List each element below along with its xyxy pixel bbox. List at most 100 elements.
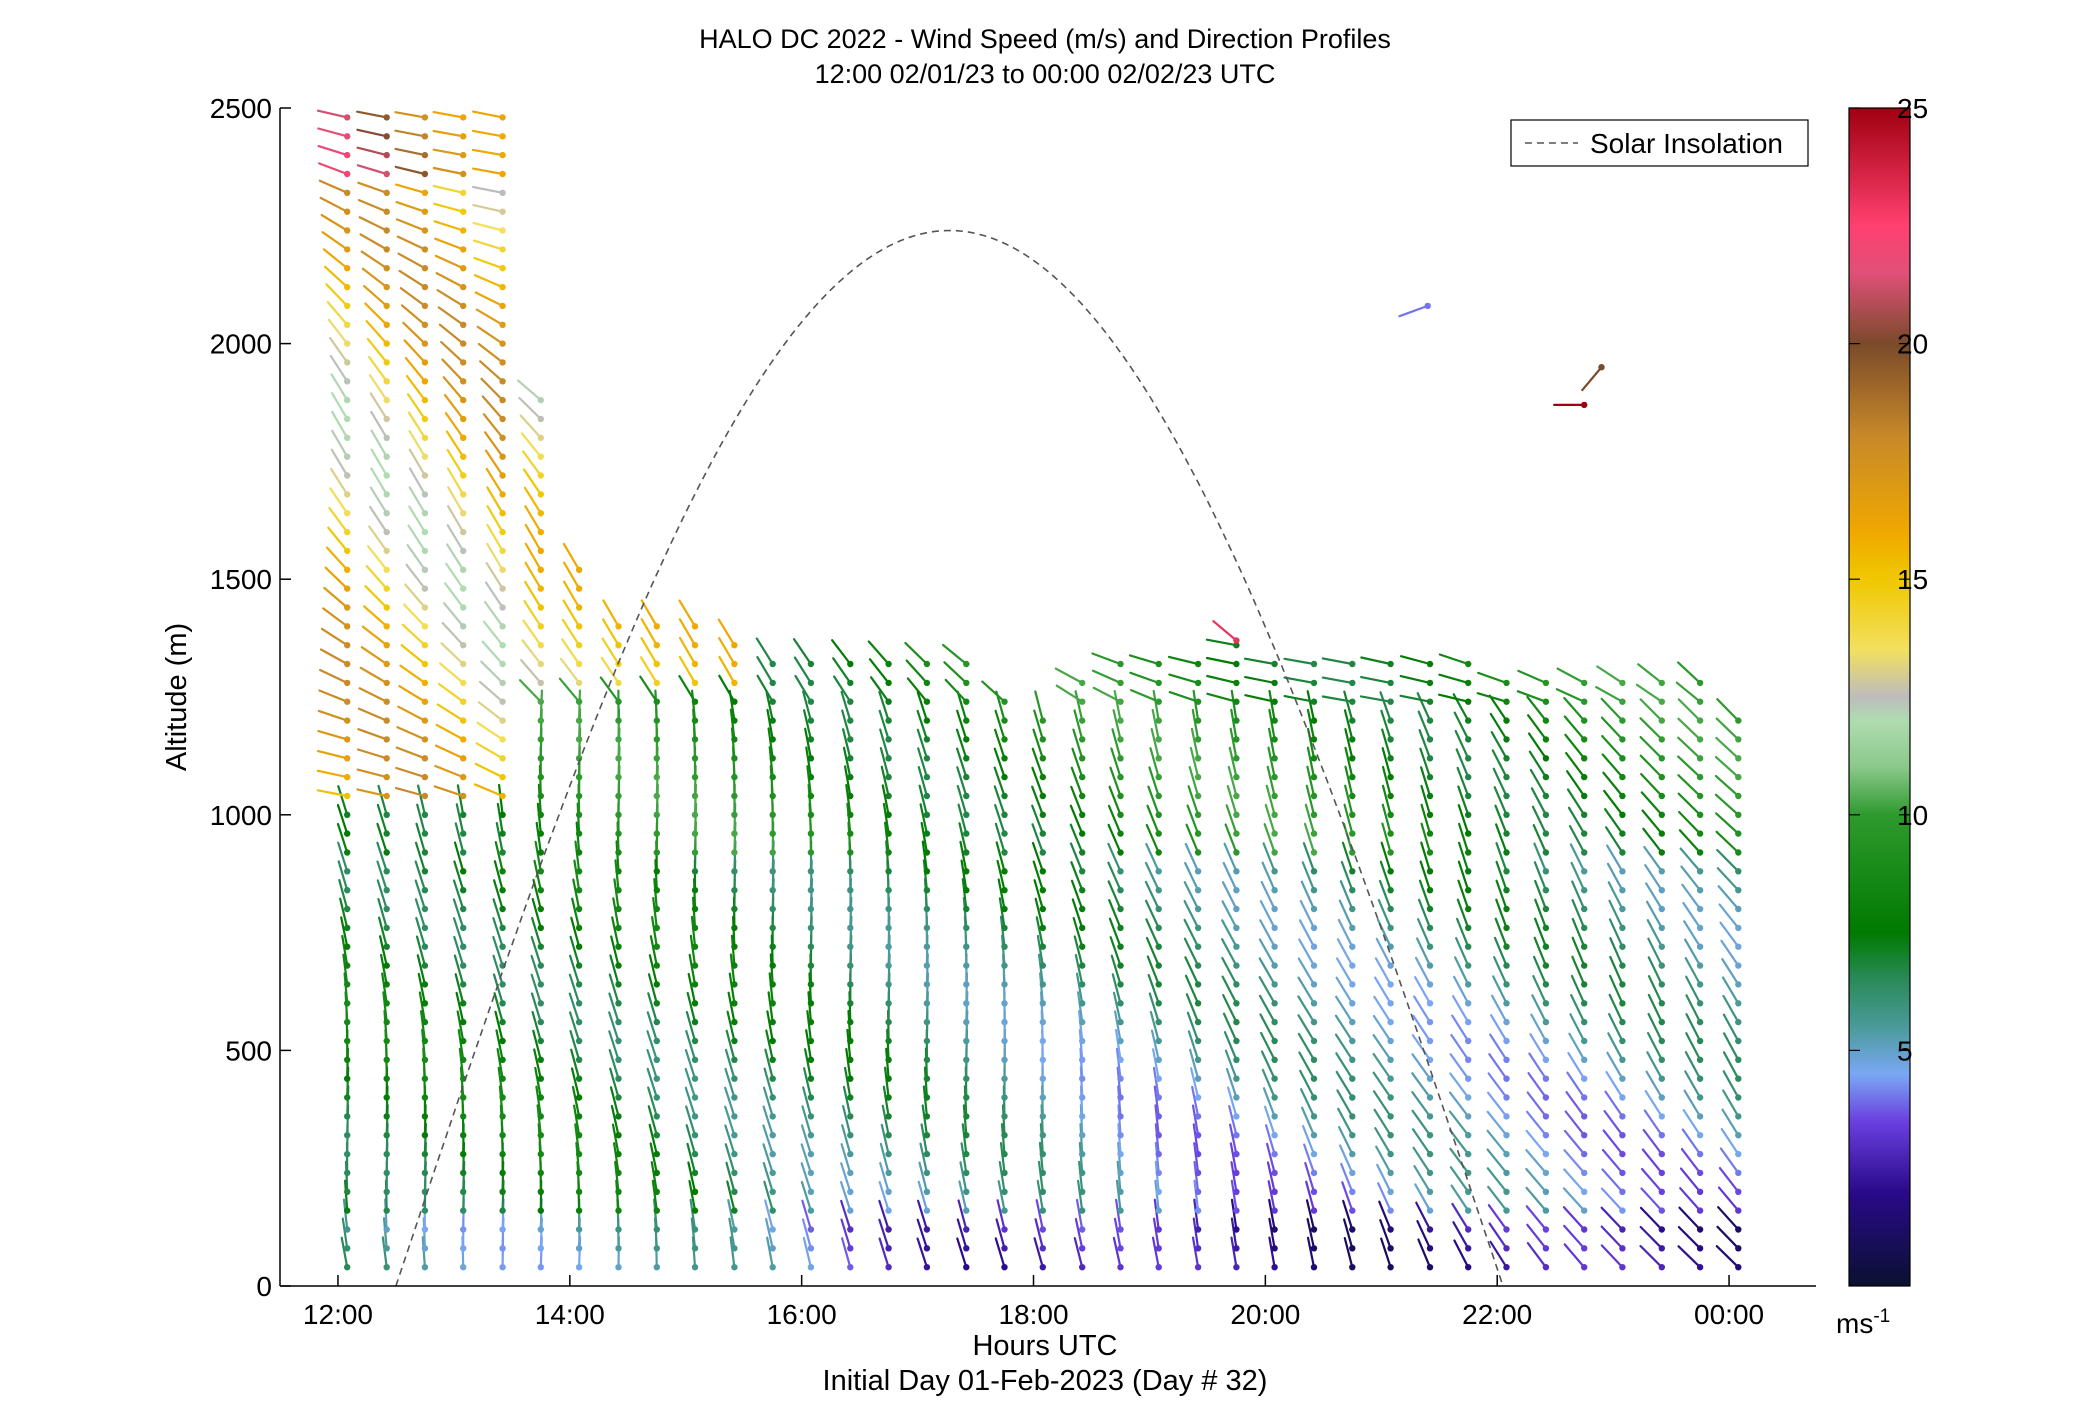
wind-barb [1184,861,1202,894]
wind-barb [1031,804,1047,837]
wind-barb [1448,1129,1472,1158]
wind-barb [830,639,854,668]
wind-barb [1601,1148,1626,1177]
wind-barb [1646,919,1666,950]
wind-barb [768,972,776,1007]
wind-barb [1305,784,1318,818]
chart-title-line2: 12:00 02/01/23 to 00:00 02/02/23 UTC [815,59,1276,89]
wind-barb [807,991,815,1026]
wind-barb [497,1066,506,1101]
wind-barb [395,218,429,234]
wind-barb [881,784,892,818]
wind-barb [609,1067,622,1101]
wind-barb [358,216,390,234]
wind-barb [841,1124,854,1158]
wind-barb [559,657,583,687]
wind-barb [1185,823,1202,856]
wind-barb [1334,1014,1356,1045]
wind-barb [840,1143,854,1177]
wind-barb [1553,401,1588,409]
wind-barb [320,627,351,649]
wind-barb [955,728,970,762]
wind-barb [1303,822,1318,856]
wind-barb [317,145,351,159]
wind-barb [341,1217,351,1252]
wind-barb [1378,1200,1394,1233]
wind-barb [1189,746,1202,781]
wind-barb [1077,1009,1086,1045]
wind-barb [766,1010,776,1045]
wind-barb [1605,1070,1626,1101]
wind-barb [1341,1181,1356,1214]
wind-barb [472,239,506,253]
wind-barb [1373,1108,1394,1139]
wind-barb [1230,1198,1240,1233]
wind-barb [1321,695,1356,705]
wind-barb [1568,1032,1588,1064]
wind-barb [996,1199,1008,1233]
wind-barb [473,256,506,272]
wind-barb [601,618,622,649]
wind-barb [396,726,429,743]
wind-barb [1532,823,1550,856]
wind-barb [730,727,738,762]
wind-barb [921,840,931,875]
wind-barb [1717,1186,1742,1214]
wind-barb [1297,1032,1318,1064]
wind-barb [726,1180,738,1214]
wind-barb [1033,709,1047,743]
wind-barb [1336,938,1356,969]
wind-barb [1486,1148,1510,1177]
wind-barb [370,429,390,460]
wind-barb [361,267,390,291]
wind-barb [437,682,467,705]
wind-barb [1570,861,1588,894]
wind-barb [801,1199,815,1233]
wind-barb [843,765,854,800]
wind-barb [1608,993,1626,1026]
wind-barb [689,934,699,969]
wind-barb [1073,935,1086,969]
wind-barb [1714,793,1742,818]
wind-barb [1036,934,1047,969]
wind-barb [400,304,429,328]
wind-barb [472,167,506,178]
wind-barb [363,285,390,310]
wind-barb [416,954,429,988]
wind-barb [1609,955,1626,988]
wind-barb [841,709,854,743]
wind-barb [435,723,467,743]
wind-barb [647,1105,660,1139]
wind-barb [1495,879,1510,913]
wind-barb [383,1009,390,1045]
wind-barb [1527,1071,1550,1101]
wind-barb [1283,694,1318,705]
wind-barb [1381,765,1394,800]
wind-barb [486,523,506,555]
wind-barb [1114,1028,1124,1064]
wind-barb [1299,1088,1318,1120]
wind-barb [1078,1028,1086,1064]
wind-barb [473,783,506,800]
colorbar-gradient [1848,107,1911,1287]
wind-barb [1493,936,1510,969]
wind-barb [1261,861,1278,894]
wind-barb [521,450,544,479]
wind-barb [337,841,351,875]
wind-barb [1420,803,1434,837]
wind-barb [921,1104,931,1139]
wind-barb [560,638,583,668]
wind-barb [344,1179,351,1214]
wind-barb [1117,1085,1124,1120]
wind-barb [764,1217,776,1252]
wind-barb [1283,676,1318,687]
wind-barb [1608,974,1626,1007]
wind-barb [1374,957,1394,988]
wind-barb [1639,717,1666,743]
wind-barb [1223,842,1240,875]
wind-barb [356,128,390,140]
wind-barb [484,431,506,460]
wind-barb [1193,1142,1202,1177]
wind-barb [1722,1070,1742,1101]
wind-barb [1571,899,1588,932]
